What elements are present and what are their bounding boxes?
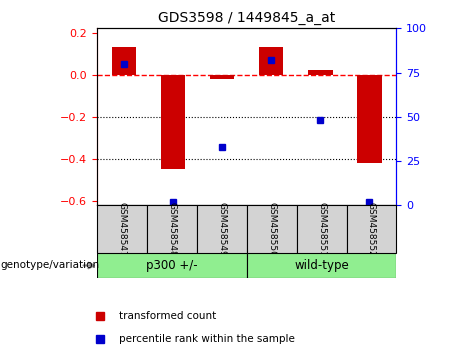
Text: GSM458548: GSM458548 [167, 202, 176, 257]
Text: percentile rank within the sample: percentile rank within the sample [118, 334, 295, 344]
Bar [97, 205, 147, 253]
Bar [97, 253, 247, 278]
Text: genotype/variation: genotype/variation [0, 261, 99, 270]
Text: GSM458549: GSM458549 [217, 202, 226, 257]
Bar [112, 47, 136, 75]
Bar [161, 75, 185, 170]
Text: GSM458547: GSM458547 [117, 202, 126, 257]
Text: transformed count: transformed count [118, 311, 216, 321]
Bar [210, 75, 234, 79]
Bar [197, 205, 247, 253]
Text: wild-type: wild-type [294, 259, 349, 272]
Text: p300 +/-: p300 +/- [146, 259, 197, 272]
Text: GSM458551: GSM458551 [317, 202, 326, 257]
Title: GDS3598 / 1449845_a_at: GDS3598 / 1449845_a_at [158, 11, 335, 24]
Bar [296, 205, 347, 253]
Bar [308, 70, 332, 75]
Bar [357, 75, 382, 163]
Text: GSM458550: GSM458550 [267, 202, 276, 257]
Bar [347, 205, 396, 253]
Bar [247, 205, 296, 253]
Bar [147, 205, 197, 253]
Bar [247, 253, 396, 278]
Text: GSM458552: GSM458552 [367, 202, 376, 257]
Bar [259, 47, 284, 75]
